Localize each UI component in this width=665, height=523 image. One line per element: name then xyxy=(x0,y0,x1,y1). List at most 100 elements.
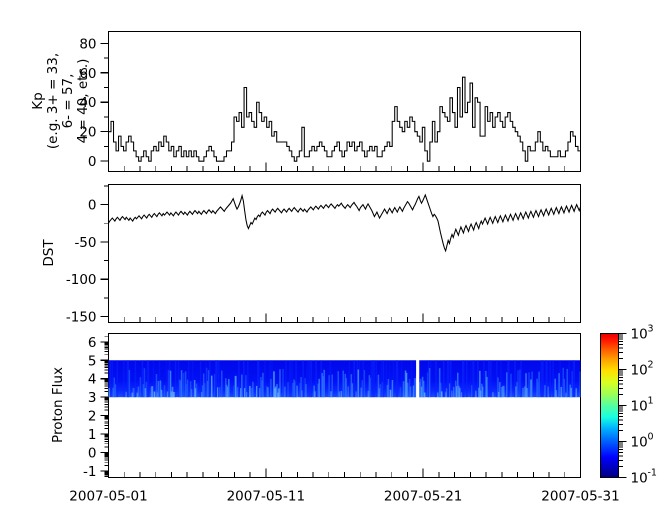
flux-streak xyxy=(143,368,146,398)
flux-streak xyxy=(163,385,166,398)
flux-streak xyxy=(301,390,303,398)
flux-streak xyxy=(251,387,253,398)
flux-streak xyxy=(428,367,431,398)
flux-streak xyxy=(246,391,248,398)
flux-streak xyxy=(498,391,500,398)
flux-streak xyxy=(396,360,399,398)
flux-streak xyxy=(270,378,272,398)
flux-streak xyxy=(184,371,187,398)
flux-streak xyxy=(308,360,310,398)
proton-flux-y-tick-label: 1 xyxy=(88,427,97,443)
flux-streak xyxy=(471,385,473,398)
flux-streak xyxy=(262,372,264,398)
dst-x-ticks xyxy=(107,313,582,323)
flux-streak xyxy=(151,386,154,398)
flux-streak xyxy=(328,375,330,398)
flux-streak xyxy=(258,360,260,398)
flux-streak xyxy=(409,386,412,398)
flux-streak xyxy=(501,386,503,398)
flux-streak xyxy=(126,360,129,398)
flux-streak xyxy=(145,381,148,398)
colorbar-tick-label: 10 2 xyxy=(631,360,654,379)
flux-streak xyxy=(313,385,315,398)
flux-streak xyxy=(422,380,425,398)
flux-streak xyxy=(302,360,304,398)
flux-streak xyxy=(146,360,149,398)
flux-streak xyxy=(481,383,483,398)
flux-streak xyxy=(568,360,571,398)
flux-streak xyxy=(213,373,216,398)
flux-streak xyxy=(348,360,351,398)
flux-streak xyxy=(470,360,472,398)
colorbar-tick-label: 10 0 xyxy=(631,432,654,451)
flux-streak xyxy=(370,360,373,398)
flux-streak xyxy=(225,384,228,398)
flux-streak xyxy=(542,360,544,398)
flux-streak xyxy=(207,370,210,398)
flux-streak xyxy=(282,368,284,398)
flux-streak xyxy=(186,379,189,398)
flux-streak xyxy=(245,375,247,398)
flux-streak xyxy=(233,385,235,398)
flux-streak xyxy=(206,380,209,398)
flux-streak xyxy=(155,374,158,398)
colorbar-minor-ticks xyxy=(618,334,623,468)
flux-streak xyxy=(205,367,208,398)
flux-streak xyxy=(555,390,557,398)
flux-streak xyxy=(292,382,294,398)
flux-streak xyxy=(485,370,487,398)
flux-streak xyxy=(241,374,243,398)
flux-streak xyxy=(427,360,430,398)
flux-streak xyxy=(362,360,365,398)
flux-streak xyxy=(357,369,360,398)
flux-streak xyxy=(274,388,276,398)
flux-streak xyxy=(482,386,484,398)
flux-streak xyxy=(314,391,316,398)
flux-streak xyxy=(418,382,421,398)
flux-streak xyxy=(502,385,504,398)
flux-streak xyxy=(499,382,501,398)
flux-streak xyxy=(123,360,126,398)
dst-panel-frame xyxy=(107,183,582,324)
flux-streak xyxy=(112,387,115,398)
proton-flux-y-tick-label: -1 xyxy=(83,464,96,480)
flux-streak xyxy=(147,360,150,398)
flux-streak xyxy=(287,382,289,398)
flux-streak xyxy=(497,377,499,398)
flux-streak xyxy=(382,360,385,398)
flux-streak xyxy=(477,360,479,398)
svg-text:-1: -1 xyxy=(648,468,657,479)
flux-streak xyxy=(217,360,220,398)
flux-streak xyxy=(395,360,398,398)
flux-streak xyxy=(450,390,453,398)
flux-streak xyxy=(572,360,575,398)
flux-streak xyxy=(472,360,474,398)
flux-streak xyxy=(276,384,278,398)
flux-streak xyxy=(391,380,394,398)
flux-streak xyxy=(442,360,445,398)
flux-streak xyxy=(514,360,516,398)
flux-streak xyxy=(168,360,171,398)
flux-streak xyxy=(152,360,155,398)
x-axis-tick-label: 2007-05-31 xyxy=(541,489,619,505)
flux-streak xyxy=(305,383,307,398)
flux-streak xyxy=(285,360,287,398)
flux-streak xyxy=(429,360,432,398)
flux-streak xyxy=(108,387,111,398)
flux-streak xyxy=(122,360,125,398)
flux-streak xyxy=(234,376,236,398)
flux-streak xyxy=(318,378,320,398)
flux-streak xyxy=(368,375,371,398)
flux-streak xyxy=(500,360,502,398)
flux-streak xyxy=(133,387,136,398)
flux-streak xyxy=(351,383,354,398)
flux-streak xyxy=(264,360,266,398)
proton-flux-panel: -1 0 1 2 3 4 5 6 2007-05-01 2007-05-11 2007-05-21… xyxy=(50,332,620,505)
flux-streak xyxy=(478,387,480,398)
svg-text:2: 2 xyxy=(648,360,654,371)
flux-streak xyxy=(141,360,144,398)
proton-flux-y-tick-label: 0 xyxy=(88,446,97,462)
flux-streak xyxy=(180,370,183,398)
